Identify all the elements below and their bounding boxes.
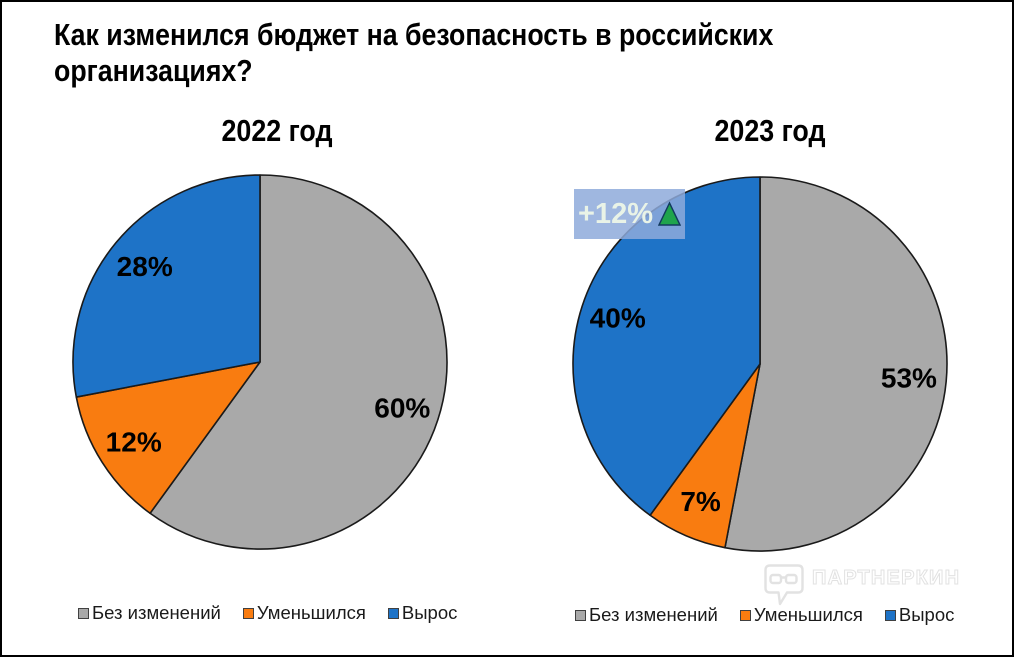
legend-item-grew: Вырос — [884, 604, 955, 626]
legend-item-decreased: Уменьшился — [739, 604, 863, 626]
legend-label-no-change: Без изменений — [589, 604, 718, 625]
pie-data-label: 7% — [680, 486, 721, 517]
pie-slice-Без изменений — [724, 176, 948, 552]
pie-chart-2023: 53% 7% 40% — [572, 176, 948, 552]
up-triangle-icon — [657, 201, 681, 226]
legend-item-no-change: Без изменений — [78, 602, 221, 624]
pie-2022-heading: 2022 год — [221, 113, 333, 148]
pie-data-label: 40% — [590, 302, 646, 333]
pie-slice-Вырос — [72, 174, 261, 398]
legend-swatch-no-change — [78, 607, 89, 619]
legend-label-no-change: Без изменений — [92, 602, 221, 623]
pie-slice-Уменьшился — [75, 361, 261, 515]
pie-data-label: 12% — [106, 427, 162, 458]
legend-item-grew: Вырос — [387, 602, 458, 624]
legend-swatch-grew — [387, 607, 399, 619]
legend-2022: Без изменений Уменьшился Вырос — [78, 602, 457, 624]
pie-data-label: 53% — [881, 363, 937, 394]
legend-label-decreased: Уменьшился — [753, 604, 863, 625]
pie-slice-Без изменений — [149, 174, 448, 550]
watermark-text: ПАРТНЕРКИН — [811, 567, 961, 590]
legend-swatch-no-change — [575, 609, 586, 621]
legend-item-decreased: Уменьшился — [242, 602, 366, 624]
pie-data-label: 28% — [117, 251, 173, 282]
pie-chart-2022: 60% 12% 28% — [72, 174, 448, 550]
legend-label-decreased: Уменьшился — [256, 602, 366, 623]
chart-title: Как изменился бюджет на безопасность в р… — [54, 17, 774, 88]
legend-swatch-grew — [884, 609, 896, 621]
legend-swatch-decreased — [242, 607, 254, 619]
watermark: ПАРТНЕРКИН — [763, 563, 960, 607]
legend-swatch-decreased — [739, 609, 751, 621]
legend-label-grew: Вырос — [898, 604, 955, 625]
legend-2023: Без изменений Уменьшился Вырос — [575, 604, 954, 626]
legend-label-grew: Вырос — [401, 602, 458, 623]
pie-data-label: 60% — [374, 393, 430, 424]
pie-slice-Вырос — [572, 176, 761, 517]
growth-badge-value: +12% — [578, 197, 653, 230]
growth-badge: +12% — [574, 189, 685, 239]
legend-item-no-change: Без изменений — [575, 604, 718, 626]
speech-bubble-glasses-icon — [764, 564, 804, 606]
pie-2023-heading: 2023 год — [714, 113, 826, 148]
